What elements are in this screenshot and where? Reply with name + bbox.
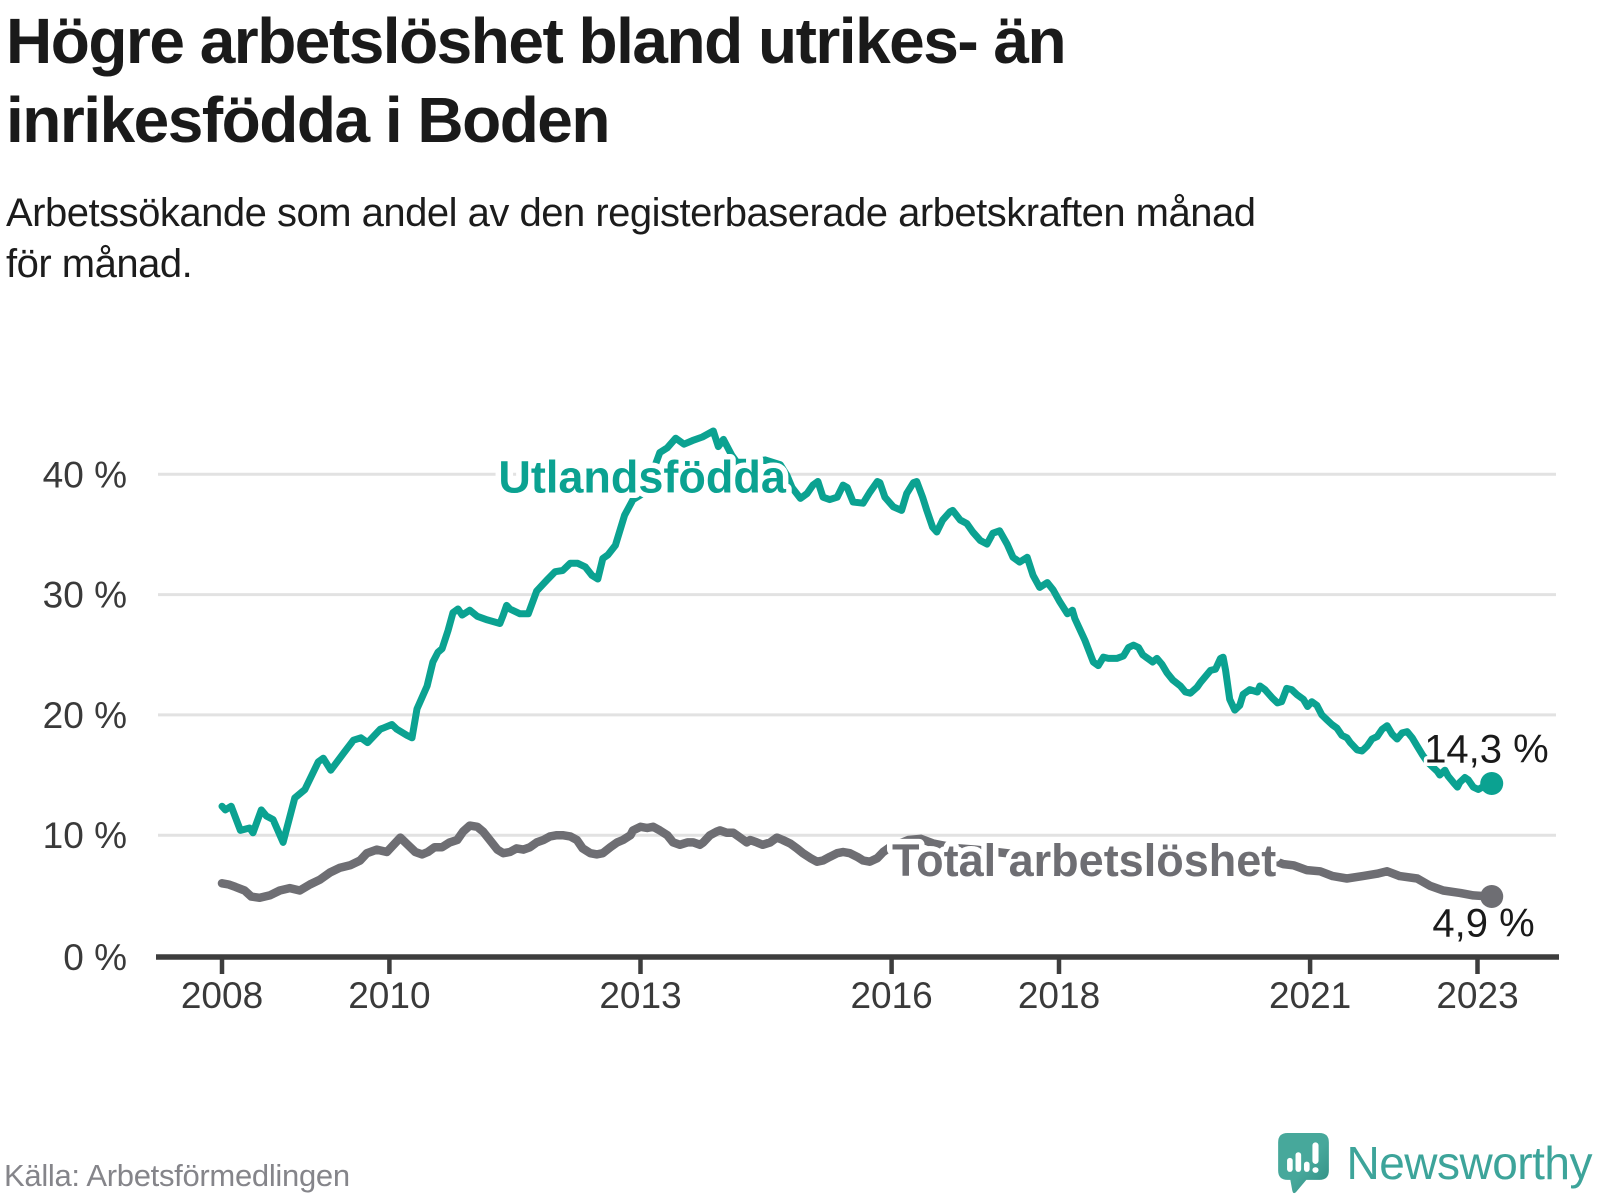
series-label-total: Total arbetslöshet — [892, 835, 1276, 886]
newsworthy-brand-text: Newsworthy — [1346, 1137, 1592, 1189]
x-axis-label: 2018 — [1018, 975, 1100, 1016]
end-value-label: 4,9 % — [1432, 902, 1534, 946]
x-axis-label: 2008 — [181, 975, 263, 1016]
series-end-dot — [1480, 885, 1504, 909]
series-label-utlandsfodda: Utlandsfödda — [498, 451, 786, 502]
y-axis-label: 0 % — [63, 937, 127, 978]
end-value-label: 14,3 % — [1424, 727, 1549, 771]
series-line-total — [217, 821, 1496, 903]
y-axis-label: 30 % — [43, 575, 127, 616]
series-line-utlandsfodda — [218, 427, 1496, 846]
x-axis-label: 2021 — [1269, 975, 1351, 1016]
series-end-dot — [1480, 771, 1504, 795]
y-axis-label: 40 % — [43, 454, 127, 495]
source-note: Källa: Arbetsförmedlingen — [4, 1158, 350, 1193]
page-subtitle: Arbetssökande som andel av den registerb… — [6, 191, 1256, 286]
y-axis-label: 20 % — [43, 695, 127, 736]
newsworthy-logo[interactable]: Newsworthy — [1275, 1132, 1592, 1194]
page-title: Högre arbetslöshet bland utrikes- än inr… — [6, 5, 1067, 156]
x-axis-label: 2010 — [348, 975, 430, 1016]
newsworthy-logo-icon — [1275, 1132, 1332, 1194]
x-axis-label: 2023 — [1436, 975, 1518, 1016]
y-axis-label: 10 % — [43, 815, 127, 856]
x-axis-label: 2013 — [599, 975, 681, 1016]
x-axis-label: 2016 — [850, 975, 932, 1016]
